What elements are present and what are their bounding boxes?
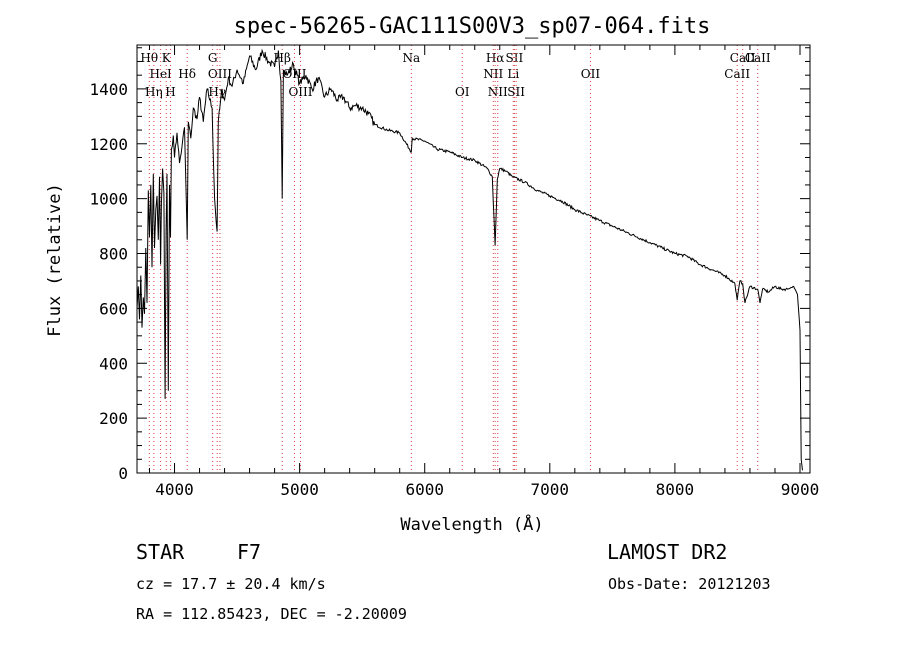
coordinates: RA = 112.85423, DEC = -2.20009	[136, 605, 407, 623]
spectral-line-label: NII	[488, 85, 508, 99]
y-tick-label: 200	[99, 409, 128, 428]
spectrum-line	[136, 48, 803, 471]
object-class: STAR	[136, 540, 185, 564]
spectral-line-label: Na	[403, 51, 421, 65]
spectral-line-label: Hγ	[208, 85, 226, 99]
y-tick-label: 1400	[89, 80, 128, 99]
spectral-line-label: Hα	[486, 51, 505, 65]
plot-frame	[136, 44, 811, 474]
y-axis-label: Flux (relative)	[45, 183, 65, 337]
survey-name: LAMOST DR2	[607, 540, 727, 564]
spectral-line-label: HeI	[149, 67, 172, 81]
spectral-line-label: Hδ	[178, 67, 196, 81]
spectral-line-label: CaII	[730, 51, 756, 65]
x-tick-label: 9000	[781, 480, 820, 499]
y-tick-label: 1200	[89, 135, 128, 154]
spectral-line-label: CaII	[724, 67, 750, 81]
y-tick-label: 0	[118, 464, 128, 483]
spectral-line-label: SII	[507, 85, 525, 99]
spectral-line-label: H	[165, 85, 175, 99]
spectral-line-label: CaII	[745, 51, 771, 65]
x-tick-label: 4000	[155, 480, 194, 499]
spectral-line-label: OIII	[208, 67, 232, 81]
x-axis-label: Wavelength (Å)	[400, 513, 543, 535]
y-tick-label: 1000	[89, 190, 128, 209]
spectral-line-label: OI	[455, 85, 470, 99]
object-subclass: F7	[237, 540, 261, 564]
y-tick-label: 800	[99, 245, 128, 264]
x-tick-label: 6000	[405, 480, 444, 499]
spectral-line-label: OIII	[288, 85, 312, 99]
y-tick-label: 400	[99, 354, 128, 373]
x-tick-label: 5000	[280, 480, 319, 499]
redshift-info: cz = 17.7 ± 20.4 km/s	[136, 575, 326, 593]
obs-date: Obs-Date: 20121203	[608, 575, 771, 593]
spectral-line-label: NII	[483, 67, 503, 81]
spectral-line-label: SII	[506, 51, 524, 65]
spectral-line-label: G	[208, 51, 218, 65]
axis-ticks: 4000 5000 6000 7000 8000 9000 0 200 400 600 800 100…	[89, 45, 819, 499]
spectral-line-label: Li	[507, 67, 519, 81]
spectral-line-label: Hθ	[140, 51, 158, 65]
y-tick-label: 600	[99, 299, 128, 318]
spectral-line-label: OII	[581, 67, 601, 81]
chart-title: spec-56265-GAC111S00V3_sp07-064.fits	[234, 14, 711, 39]
spectral-line-label: Hη	[145, 85, 163, 99]
x-tick-label: 8000	[656, 480, 695, 499]
spectral-line-label: K	[162, 51, 172, 65]
x-tick-label: 7000	[531, 480, 570, 499]
